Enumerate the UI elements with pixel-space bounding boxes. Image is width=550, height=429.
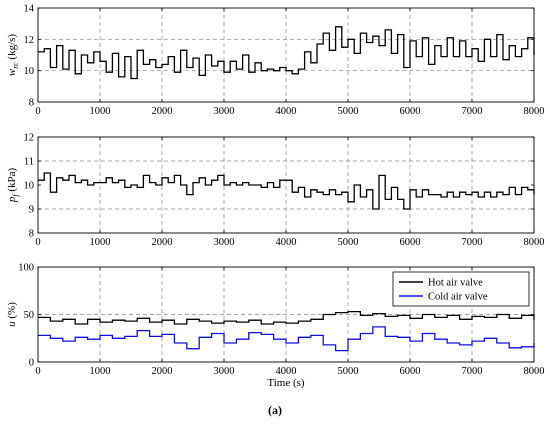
y-tick-label: 50 <box>24 310 35 321</box>
y-axis-label: u (%) <box>6 302 18 327</box>
panel-valve-opening: 0 1000 2000 3000 4000 5000 6000 7000 8000 0 50 100 u… <box>6 263 545 390</box>
y-tick-label: 100 <box>18 263 34 274</box>
legend-box <box>392 271 530 307</box>
x-tick-label: 0 <box>35 237 40 248</box>
legend-label: Cold air valve <box>428 292 488 303</box>
x-tick-label: 1000 <box>90 237 111 248</box>
x-tick-label: 0 <box>35 106 40 117</box>
y-axis-unit: (kg/s) <box>6 34 18 63</box>
series-line-trace <box>38 26 535 80</box>
x-tick-label: 8000 <box>524 366 545 377</box>
x-tick-label: 4000 <box>276 106 297 117</box>
x-tick-label: 7000 <box>462 237 483 248</box>
x-tick-label: 3000 <box>214 237 235 248</box>
y-axis-symbol: u <box>6 321 18 327</box>
y-axis-symbol: p <box>6 196 18 203</box>
y-tick-label: 14 <box>24 4 35 15</box>
y-tick-label: 8 <box>29 229 34 240</box>
x-tick-label: 7000 <box>462 366 483 377</box>
y-axis-label: wrc (kg/s) <box>6 34 20 76</box>
legend: Hot air valve Cold air valve <box>392 271 530 307</box>
x-tick-label: 7000 <box>462 106 483 117</box>
y-axis-symbol: w <box>6 68 18 76</box>
x-tick-label: 8000 <box>524 237 545 248</box>
y-axis-label: pf (kPa) <box>6 168 20 204</box>
x-tick-label: 3000 <box>214 366 235 377</box>
legend-label: Hot air valve <box>428 278 483 289</box>
x-tick-label: 2000 <box>152 237 173 248</box>
x-axis-label: Time (s) <box>267 377 305 389</box>
y-tick-label: 12 <box>24 133 35 144</box>
x-tick-label: 3000 <box>214 106 235 117</box>
x-tick-label: 5000 <box>338 237 359 248</box>
x-tick-label: 2000 <box>152 106 173 117</box>
x-tick-label: 8000 <box>524 106 545 117</box>
x-tick-label: 6000 <box>400 237 421 248</box>
x-tick-label: 5000 <box>338 366 359 377</box>
x-tick-label: 4000 <box>276 237 297 248</box>
y-tick-label: 10 <box>24 181 35 192</box>
x-tick-label: 4000 <box>276 366 297 377</box>
y-axis-subscript: f <box>11 193 20 197</box>
y-axis-unit: (%) <box>6 302 18 322</box>
y-tick-label: 9 <box>29 205 34 216</box>
y-tick-label: 0 <box>29 358 34 369</box>
y-tick-label: 11 <box>24 157 34 168</box>
x-tick-label: 0 <box>35 366 40 377</box>
x-tick-label: 6000 <box>400 106 421 117</box>
y-tick-label: 8 <box>29 98 34 109</box>
series-line-cold-air-valve <box>38 326 535 352</box>
panel-pf: 0 1000 2000 3000 4000 5000 6000 7000 8000 8 9 10 11 1… <box>6 133 545 249</box>
x-tick-label: 5000 <box>338 106 359 117</box>
y-axis-subscript: rc <box>11 62 20 69</box>
series-line-trace <box>38 172 535 210</box>
figure-caption: (a) <box>268 403 282 417</box>
y-tick-label: 12 <box>24 35 35 46</box>
x-tick-label: 6000 <box>400 366 421 377</box>
x-tick-label: 1000 <box>90 366 111 377</box>
y-axis-unit: (kPa) <box>6 168 18 195</box>
series-line-hot-air-valve <box>38 310 535 325</box>
x-tick-label: 1000 <box>90 106 111 117</box>
panel-wrc: 0 1000 2000 3000 4000 5000 6000 7000 8000 8 10 12 14… <box>6 4 545 118</box>
y-tick-label: 10 <box>24 66 35 77</box>
x-tick-label: 2000 <box>152 366 173 377</box>
